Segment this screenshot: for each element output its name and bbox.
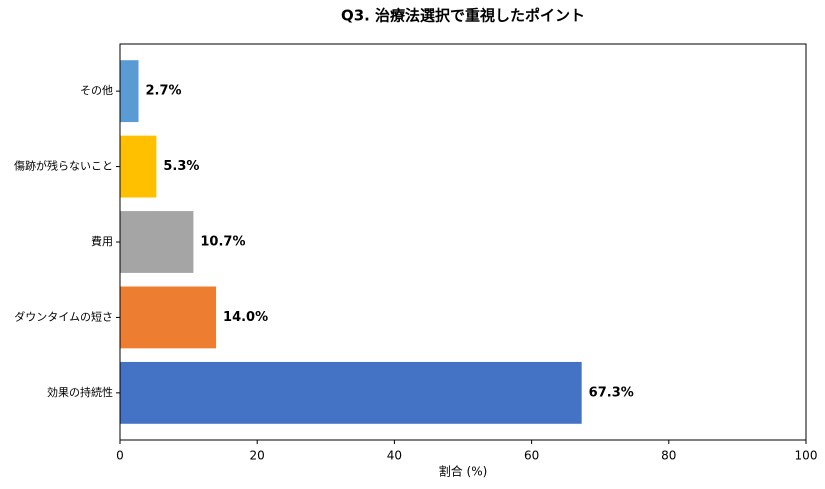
value-label: 2.7% bbox=[146, 84, 182, 99]
bar bbox=[120, 286, 217, 349]
bar bbox=[120, 60, 139, 123]
y-tick-label: その他 bbox=[80, 84, 113, 97]
x-axis-label: 割合 (%) bbox=[439, 464, 488, 479]
x-tick-label: 60 bbox=[524, 449, 539, 463]
x-tick-label: 100 bbox=[795, 449, 818, 463]
value-label: 5.3% bbox=[163, 159, 199, 174]
x-tick-label: 20 bbox=[250, 449, 265, 463]
plot-frame bbox=[119, 43, 807, 441]
x-tick-label: 80 bbox=[661, 449, 676, 463]
chart-title: Q3. 治療法選択で重視したポイント bbox=[341, 7, 585, 25]
bar bbox=[120, 135, 157, 198]
x-tick-label: 40 bbox=[387, 449, 402, 463]
bar bbox=[120, 211, 194, 273]
y-tick-label: ダウンタイムの短さ bbox=[14, 309, 113, 323]
y-tick-label: 効果の持続性 bbox=[47, 385, 113, 399]
value-label: 10.7% bbox=[200, 235, 245, 250]
value-label: 67.3% bbox=[589, 385, 634, 400]
value-label: 14.0% bbox=[223, 310, 268, 325]
y-tick-label: 費用 bbox=[91, 234, 113, 248]
bar bbox=[120, 361, 582, 424]
y-tick-label: 傷跡が残らないこと bbox=[14, 159, 113, 173]
x-tick-label: 0 bbox=[116, 449, 124, 463]
